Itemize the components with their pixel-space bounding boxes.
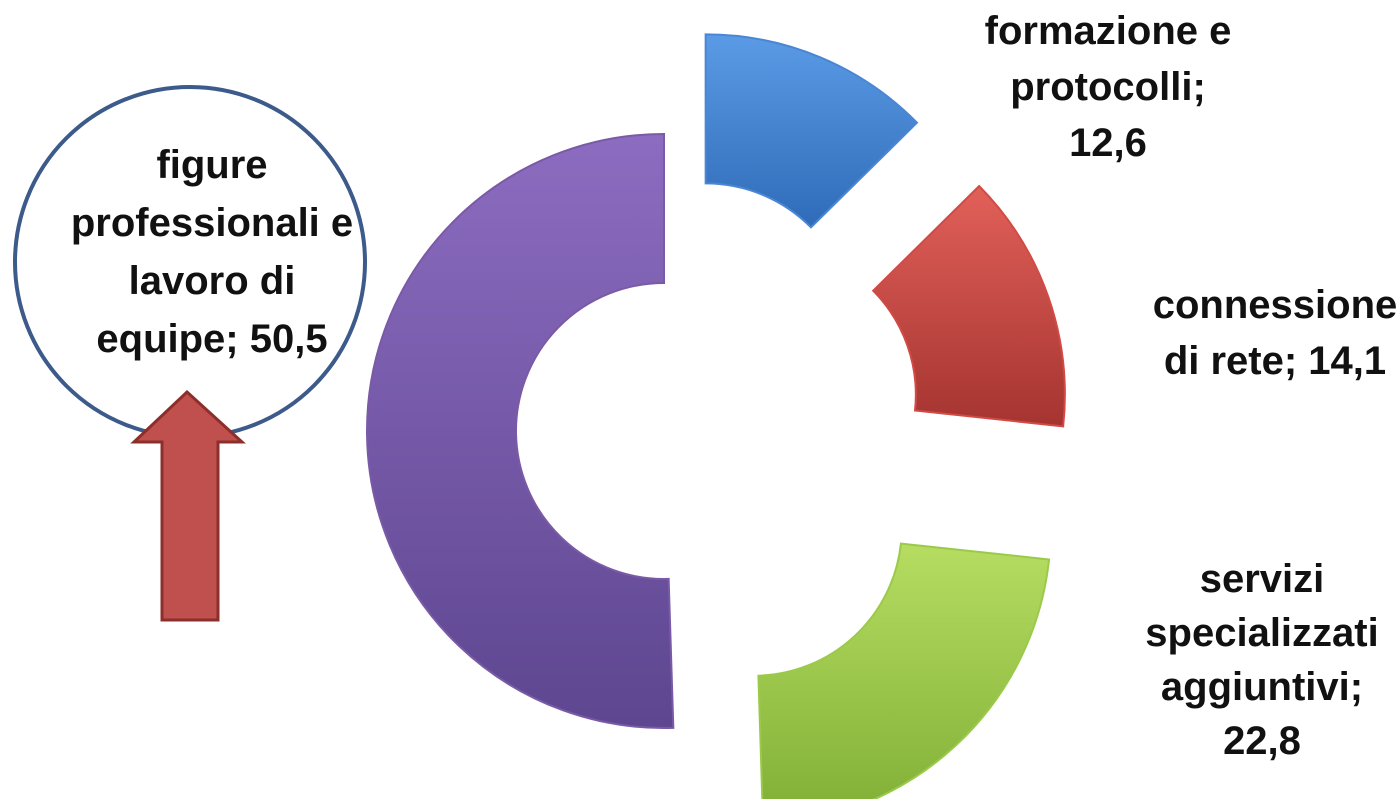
- data-label-line: servizi: [1200, 557, 1325, 601]
- data-label-formazione-e-protocolli: formazione e protocolli; 12,6: [985, 9, 1232, 165]
- data-label-line: specializzati: [1145, 611, 1378, 655]
- donut-slice-figure-professionali-e-lavoro-di-equipe: [366, 132, 675, 729]
- data-label-connessione-di-rete: connessione di rete; 14,1: [1153, 283, 1398, 383]
- up-arrow-icon: [130, 389, 246, 622]
- data-label-line: formazione e: [985, 9, 1232, 53]
- donut-slice-connessione-di-rete: [871, 184, 1066, 428]
- data-label-line: lavoro di: [129, 259, 296, 303]
- donut-slice-servizi-specializzati-aggiuntivi: [757, 542, 1051, 799]
- data-label-line: aggiuntivi;: [1161, 665, 1363, 709]
- data-label-figure-professionali-e-lavoro-di-equipe: figure professionali e lavoro di equipe; 50…: [71, 143, 353, 361]
- data-label-servizi-specializzati-aggiuntivi: servizi specializzati aggiuntivi; 22,8: [1145, 557, 1378, 763]
- donut-slice-formazione-e-protocolli: [704, 33, 919, 229]
- data-label-line: connessione: [1153, 283, 1398, 327]
- data-label-line: professionali e: [71, 201, 353, 245]
- data-label-line: equipe; 50,5: [96, 317, 327, 361]
- data-label-line: 22,8: [1223, 719, 1301, 763]
- data-label-line: figure: [156, 143, 267, 187]
- highlight-annotation: [13, 85, 367, 622]
- donut-slices: [366, 33, 1066, 799]
- data-labels: formazione e protocolli; 12,6 connessione di…: [71, 9, 1397, 763]
- data-label-line: protocolli;: [1010, 65, 1206, 109]
- data-label-line: 12,6: [1069, 121, 1147, 165]
- data-label-line: di rete; 14,1: [1164, 339, 1386, 383]
